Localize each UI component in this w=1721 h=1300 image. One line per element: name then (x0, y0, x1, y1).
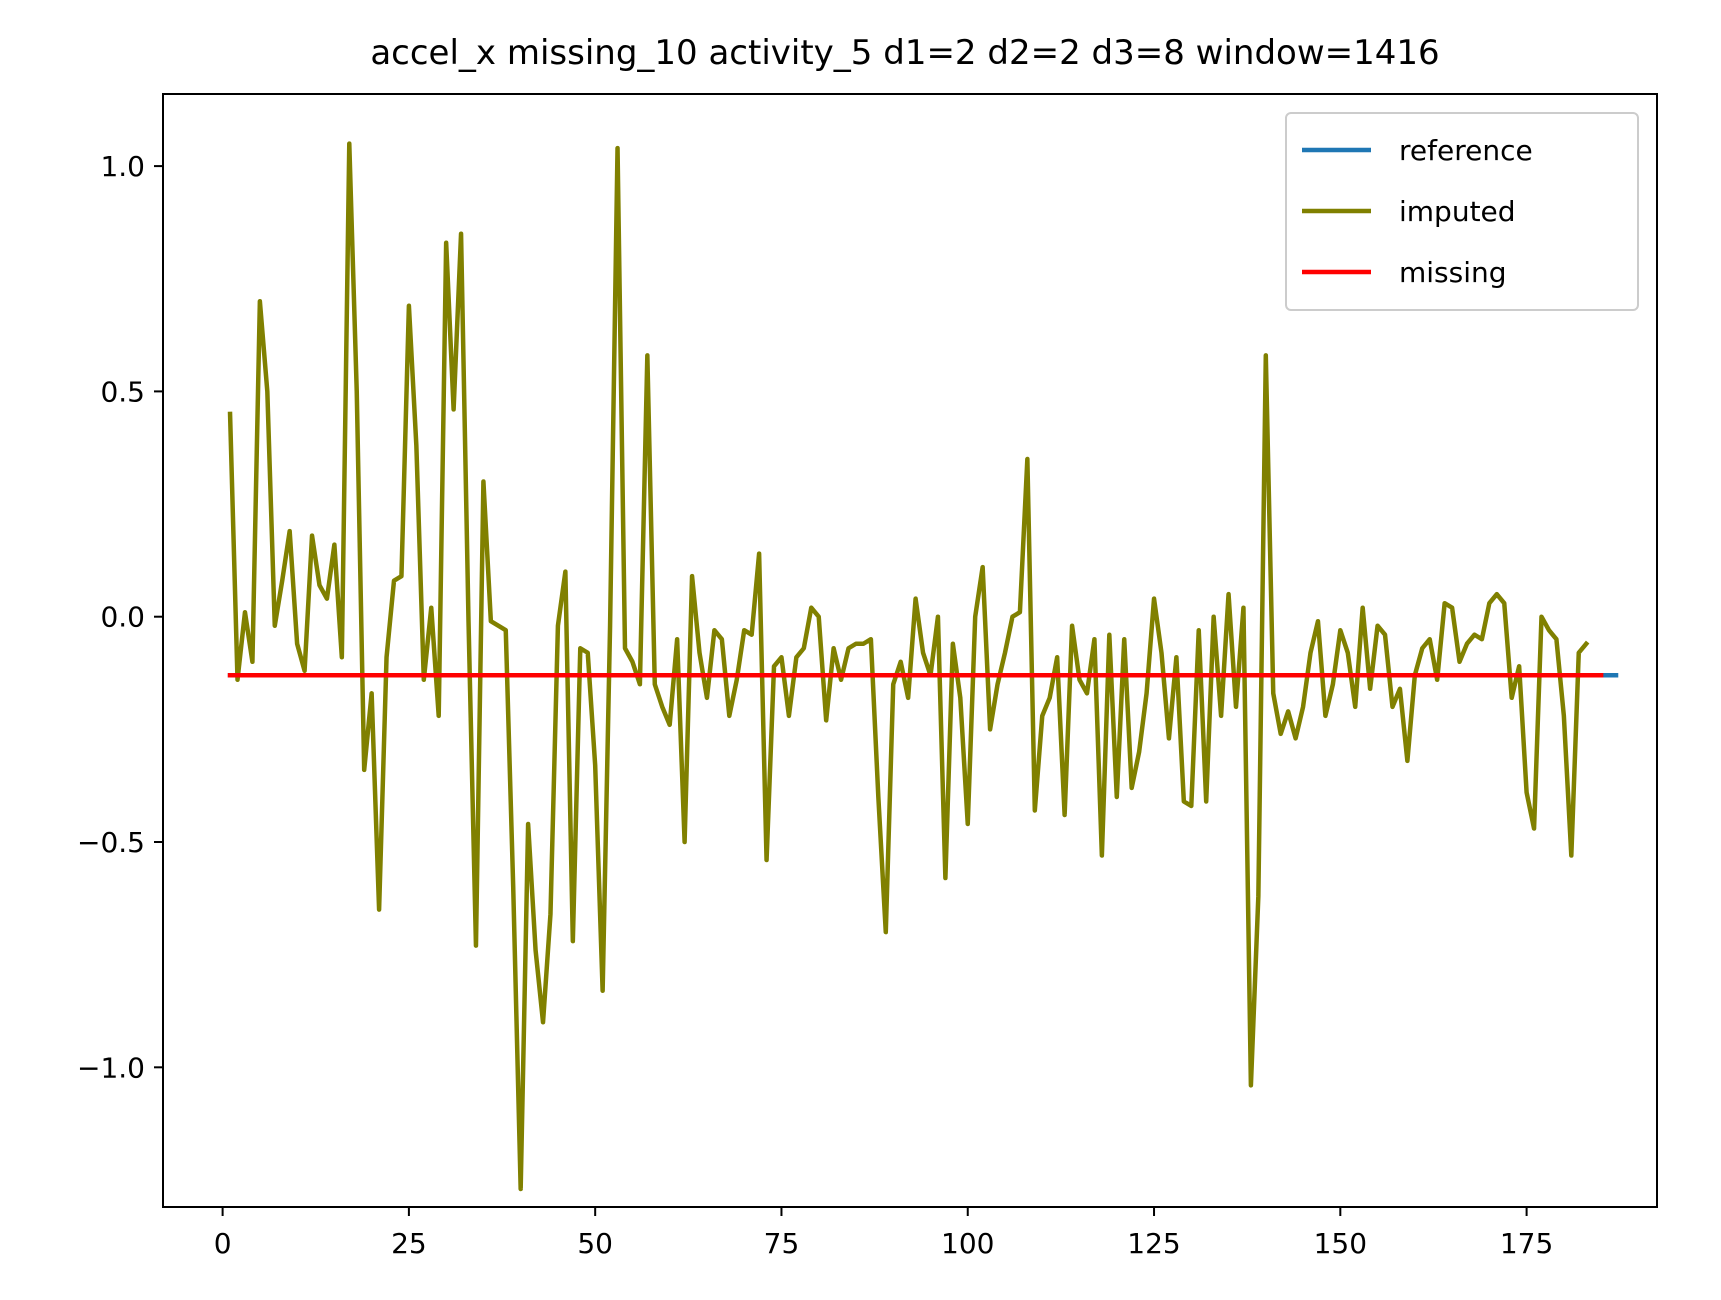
x-tick-label: 100 (941, 1227, 994, 1260)
y-tick-label: −1.0 (77, 1051, 145, 1084)
y-tick-label: 1.0 (100, 150, 145, 183)
y-tick-label: −0.5 (77, 826, 145, 859)
y-axis: 1.0 0.5 0.0 −0.5 −1.0 (77, 150, 163, 1084)
legend-label-imputed: imputed (1399, 195, 1516, 228)
chart-title: accel_x missing_10 activity_5 d1=2 d2=2 … (370, 33, 1439, 73)
plot-area (227, 141, 1619, 1192)
legend: reference imputed missing (1285, 112, 1639, 311)
x-tick-label: 175 (1500, 1227, 1553, 1260)
x-tick-label: 50 (577, 1227, 613, 1260)
y-tick-label: 0.5 (100, 375, 145, 408)
x-tick-label: 0 (214, 1227, 232, 1260)
x-tick-label: 75 (764, 1227, 800, 1260)
legend-label-missing: missing (1399, 256, 1507, 289)
x-tick-label: 125 (1127, 1227, 1180, 1260)
legend-label-reference: reference (1399, 134, 1533, 167)
axes-frame (162, 93, 1658, 1208)
series-line-imputed (227, 141, 1590, 1192)
y-tick-label: 0.0 (100, 601, 145, 634)
x-tick-label: 150 (1314, 1227, 1367, 1260)
x-tick-label: 25 (391, 1227, 427, 1260)
x-axis: 0 25 50 75 100 125 150 175 (214, 1207, 1553, 1260)
legend-box (1285, 112, 1639, 311)
